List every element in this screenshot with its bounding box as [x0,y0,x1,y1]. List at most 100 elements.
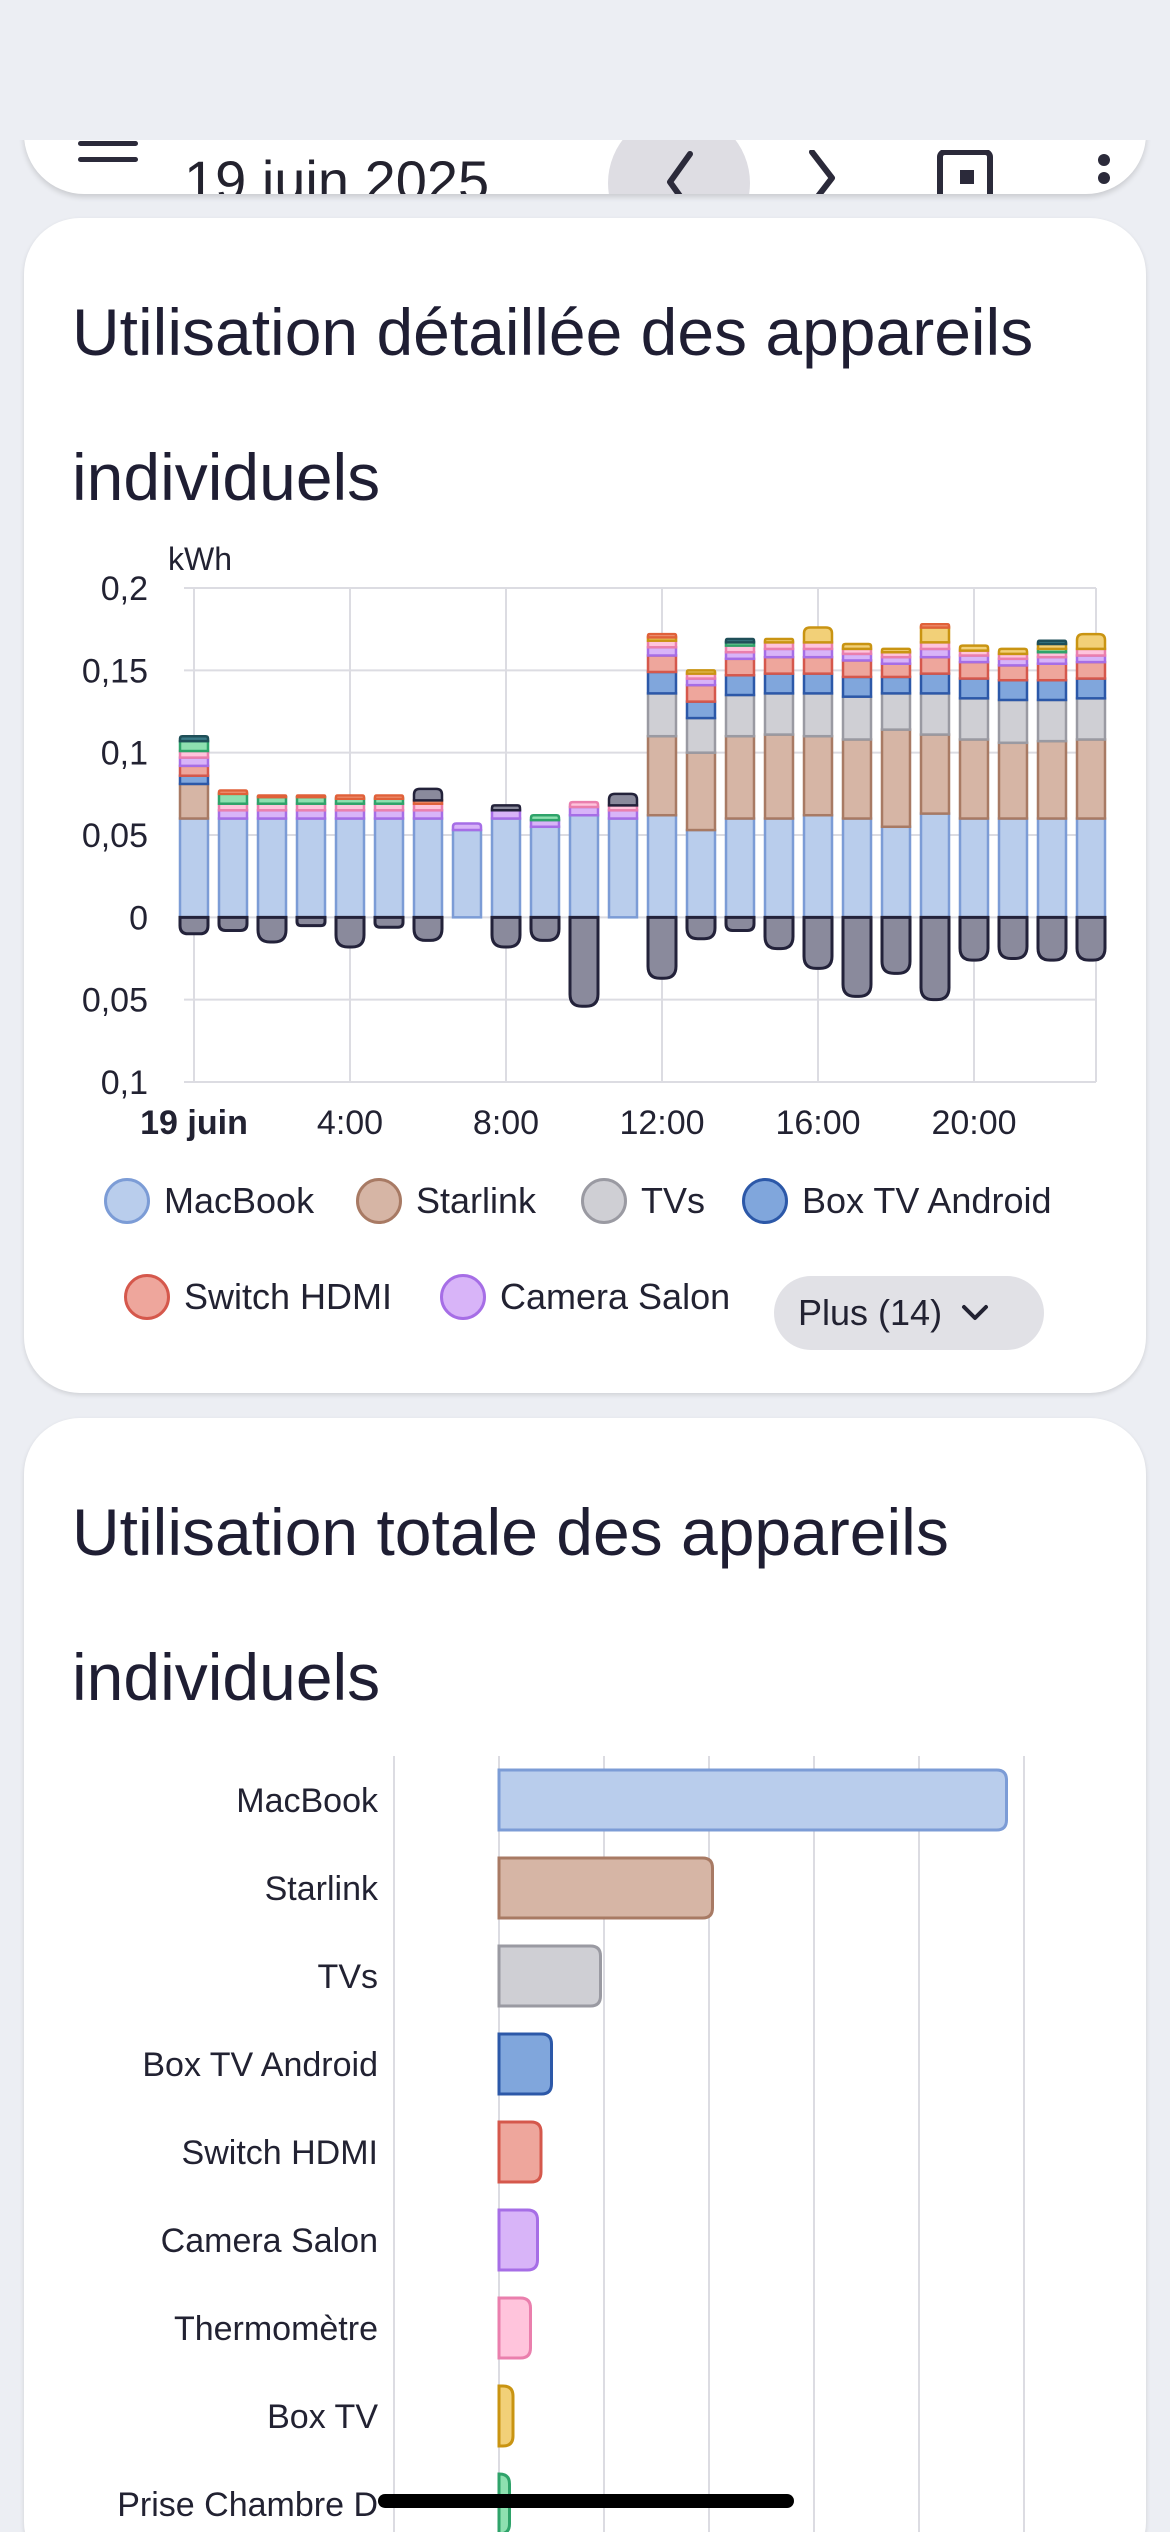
x-tick-label: 16:00 [775,1104,860,1142]
bar-segment [685,669,717,675]
bar-segment [490,804,522,812]
next-day-button[interactable] [794,150,854,194]
bar-segment [685,700,717,720]
legend-item-starlink[interactable]: Starlink [356,1178,536,1224]
bar-segment [1075,697,1107,741]
bar-segment [1075,817,1107,919]
bar-segment [295,794,327,799]
bar-segment [178,817,210,919]
return-bar [724,915,756,933]
bar-segment [724,657,756,677]
x-tick-label: 4:00 [317,1104,383,1142]
return-bar [997,915,1029,960]
x-tick-label: 12:00 [619,1104,704,1142]
card-title: Utilisation détaillée des appareils indi… [72,295,1034,514]
return-bar [373,915,405,929]
legend-label: MacBook [164,1180,315,1221]
return-bar [568,915,600,1008]
legend-swatch [104,1178,150,1224]
bar-segment [997,817,1029,919]
legend-swatch [742,1178,788,1224]
legend-label: Box TV Android [802,1180,1052,1221]
current-date[interactable]: 19 juin 2025 [184,149,490,194]
legend-swatch [356,1178,402,1224]
category-label: Thermomètre [174,2310,378,2348]
bar-segment [1036,678,1068,702]
bar-segment [685,716,717,754]
bar-segment [763,733,795,820]
bar-segment [997,741,1029,820]
bar-segment [919,655,951,675]
x-tick-label: 19 juin [140,1104,248,1142]
legend-label: Switch HDMI [184,1276,393,1317]
total-usage-chart[interactable]: MacBook Starlink TVs Box TV Android Switch H… [24,1418,1146,2532]
bar-segment [1036,662,1068,682]
more-legend-button[interactable]: Plus (14) [774,1276,1044,1350]
legend-item-box-tv-android[interactable]: Box TV Android [742,1178,1052,1224]
return-bar [295,915,327,928]
bar-segment [1036,698,1068,743]
return-bar [1036,915,1068,962]
bar-segment [763,692,795,736]
y-tick-label: 0,2 [101,570,148,608]
total-bar [497,2032,553,2096]
chevron-down-icon [962,1305,989,1320]
bar-segment [607,817,639,919]
bar-segment [178,739,210,753]
more-legend-label: Plus (14) [798,1292,943,1333]
bar-segment [880,662,912,679]
return-bar [1075,915,1107,962]
legend-label: Camera Salon [500,1276,731,1317]
status-bar-area [0,0,1170,140]
legend-item-tvs[interactable]: TVs [581,1178,705,1224]
calendar-icon [937,150,993,194]
bar-segment [724,637,756,644]
bar-segment [451,828,483,919]
bar-segment [646,670,678,695]
bar-segment [997,678,1029,702]
bar-segment [1075,660,1107,680]
y-tick-label: 0 [129,899,148,937]
bar-segment [802,655,834,675]
category-label: Box TV [267,2398,378,2436]
detailed-usage-card: Utilisation détaillée des appareils indi… [24,218,1146,1393]
legend: MacBook Starlink TVs Box TV Android Swit… [24,1178,1146,1378]
return-bar [685,915,717,941]
bar-segment [529,813,561,822]
total-usage-card: Utilisation totale des appareils individ… [24,1418,1146,2532]
return-bar [958,915,990,962]
chevron-right-icon [809,150,835,194]
bar-segment [373,817,405,919]
bar-segment [646,654,678,674]
category-label: Starlink [265,1870,379,1908]
return-bar [490,915,522,949]
return-bar [880,915,912,975]
more-options-button[interactable] [1084,150,1124,194]
bar-segment [919,626,951,644]
bar-segment [997,647,1029,656]
y-tick-label: 0,1 [101,1064,148,1102]
bar-segment [802,626,834,644]
bar-segment [685,751,717,832]
bar-segment [490,817,522,919]
return-bar [217,915,249,933]
legend-item-camera-salon[interactable]: Camera Salon [440,1274,730,1320]
return-bar [256,915,288,944]
legend-item-switch-hdmi[interactable]: Switch HDMI [124,1274,392,1320]
bar-segment [919,672,951,695]
category-label: Switch HDMI [182,2134,378,2172]
calendar-button[interactable] [932,150,1002,194]
total-bar [497,1768,1008,1832]
card-title: Utilisation totale des appareils individ… [72,1495,949,1714]
return-bar [412,915,444,942]
bar-segment [919,733,951,815]
bar-segment [646,632,678,639]
legend-item-macbook[interactable]: MacBook [104,1178,314,1224]
y-tick-label: 0,15 [82,652,148,690]
bar-segment [724,693,756,738]
legend-swatch [440,1274,486,1320]
bar-segment [412,787,444,802]
bar-segment [334,817,366,919]
bar-segment [646,813,678,919]
